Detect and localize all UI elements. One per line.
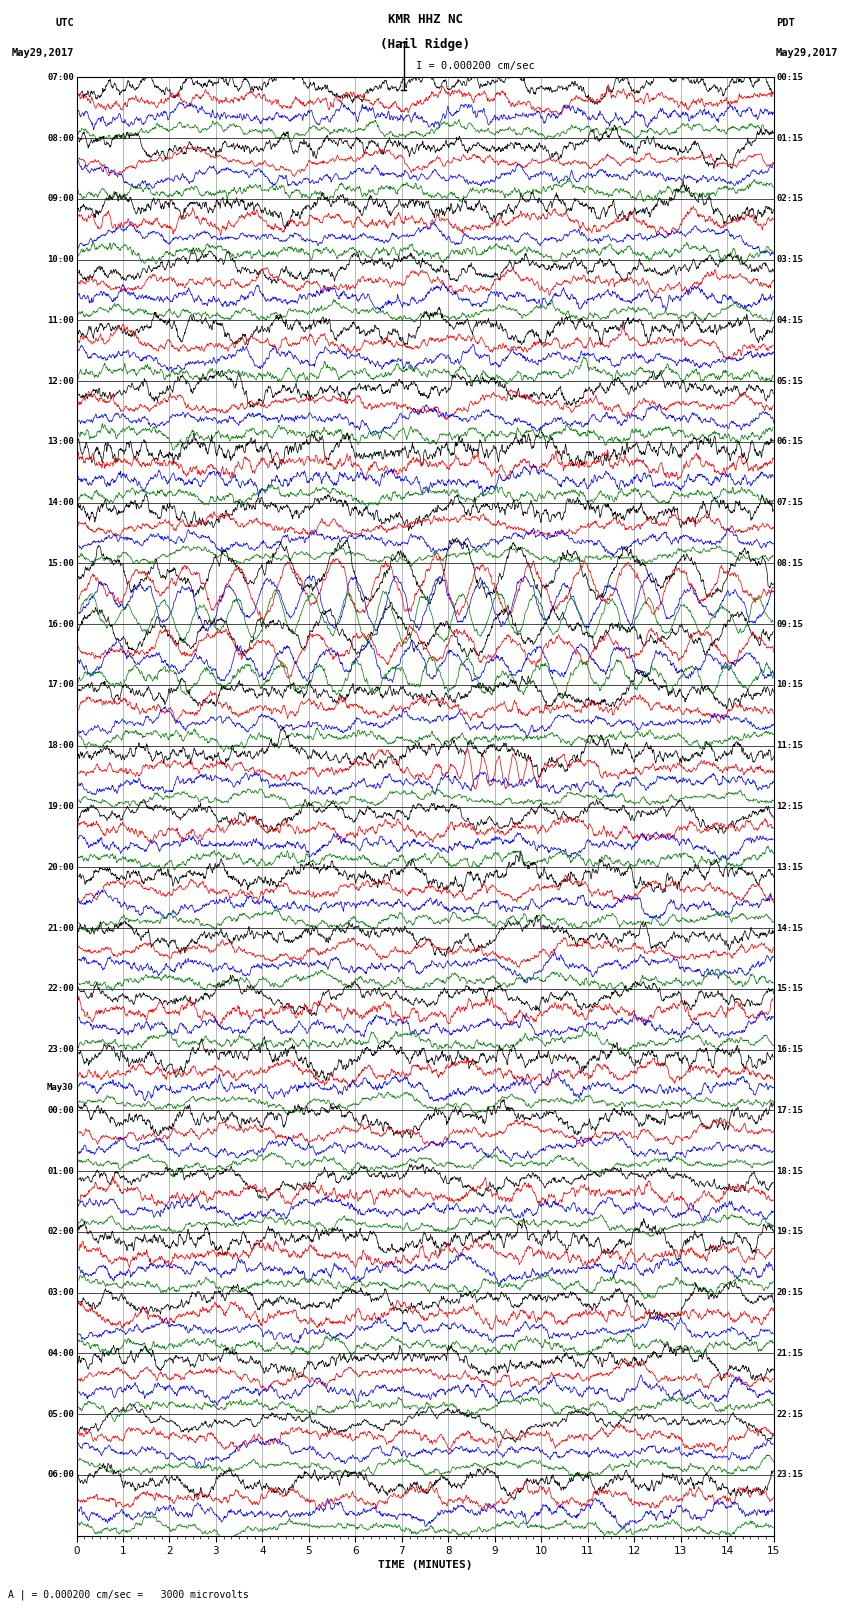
Text: 08:15: 08:15	[776, 560, 803, 568]
Text: 17:00: 17:00	[47, 681, 74, 689]
Text: 10:15: 10:15	[776, 681, 803, 689]
Text: 09:15: 09:15	[776, 619, 803, 629]
Text: 21:15: 21:15	[776, 1348, 803, 1358]
Text: 19:15: 19:15	[776, 1227, 803, 1236]
Text: (Hail Ridge): (Hail Ridge)	[380, 39, 470, 52]
Text: 11:15: 11:15	[776, 742, 803, 750]
Text: 20:15: 20:15	[776, 1289, 803, 1297]
Text: 06:00: 06:00	[47, 1471, 74, 1479]
Text: 23:00: 23:00	[47, 1045, 74, 1053]
Text: 15:00: 15:00	[47, 560, 74, 568]
Text: 10:00: 10:00	[47, 255, 74, 265]
Text: A | = 0.000200 cm/sec =   3000 microvolts: A | = 0.000200 cm/sec = 3000 microvolts	[8, 1589, 249, 1600]
Text: 02:00: 02:00	[47, 1227, 74, 1236]
Text: 12:00: 12:00	[47, 377, 74, 386]
Text: 05:00: 05:00	[47, 1410, 74, 1418]
Text: May30: May30	[47, 1082, 74, 1092]
X-axis label: TIME (MINUTES): TIME (MINUTES)	[377, 1560, 473, 1569]
Text: 11:00: 11:00	[47, 316, 74, 324]
Text: 22:15: 22:15	[776, 1410, 803, 1418]
Text: 00:00: 00:00	[47, 1107, 74, 1115]
Text: 04:00: 04:00	[47, 1348, 74, 1358]
Text: 05:15: 05:15	[776, 377, 803, 386]
Text: 01:15: 01:15	[776, 134, 803, 142]
Text: 14:15: 14:15	[776, 924, 803, 932]
Text: KMR HHZ NC: KMR HHZ NC	[388, 13, 462, 26]
Text: 15:15: 15:15	[776, 984, 803, 994]
Text: 22:00: 22:00	[47, 984, 74, 994]
Text: 17:15: 17:15	[776, 1107, 803, 1115]
Text: 08:00: 08:00	[47, 134, 74, 142]
Text: 23:15: 23:15	[776, 1471, 803, 1479]
Text: 21:00: 21:00	[47, 924, 74, 932]
Text: 03:00: 03:00	[47, 1289, 74, 1297]
Text: 16:15: 16:15	[776, 1045, 803, 1053]
Text: 04:15: 04:15	[776, 316, 803, 324]
Text: 07:00: 07:00	[47, 73, 74, 82]
Text: 13:15: 13:15	[776, 863, 803, 871]
Text: 01:00: 01:00	[47, 1166, 74, 1176]
Text: 12:15: 12:15	[776, 802, 803, 811]
Text: 03:15: 03:15	[776, 255, 803, 265]
Text: UTC: UTC	[55, 18, 74, 27]
Text: May29,2017: May29,2017	[11, 48, 74, 58]
Text: 00:15: 00:15	[776, 73, 803, 82]
Text: 18:15: 18:15	[776, 1166, 803, 1176]
Text: 16:00: 16:00	[47, 619, 74, 629]
Text: 13:00: 13:00	[47, 437, 74, 447]
Text: I = 0.000200 cm/sec: I = 0.000200 cm/sec	[416, 61, 536, 71]
Text: 14:00: 14:00	[47, 498, 74, 506]
Text: 02:15: 02:15	[776, 195, 803, 203]
Text: May29,2017: May29,2017	[776, 48, 839, 58]
Text: 06:15: 06:15	[776, 437, 803, 447]
Text: 09:00: 09:00	[47, 195, 74, 203]
Text: 07:15: 07:15	[776, 498, 803, 506]
Text: 20:00: 20:00	[47, 863, 74, 871]
Text: 18:00: 18:00	[47, 742, 74, 750]
Text: PDT: PDT	[776, 18, 795, 27]
Text: 19:00: 19:00	[47, 802, 74, 811]
